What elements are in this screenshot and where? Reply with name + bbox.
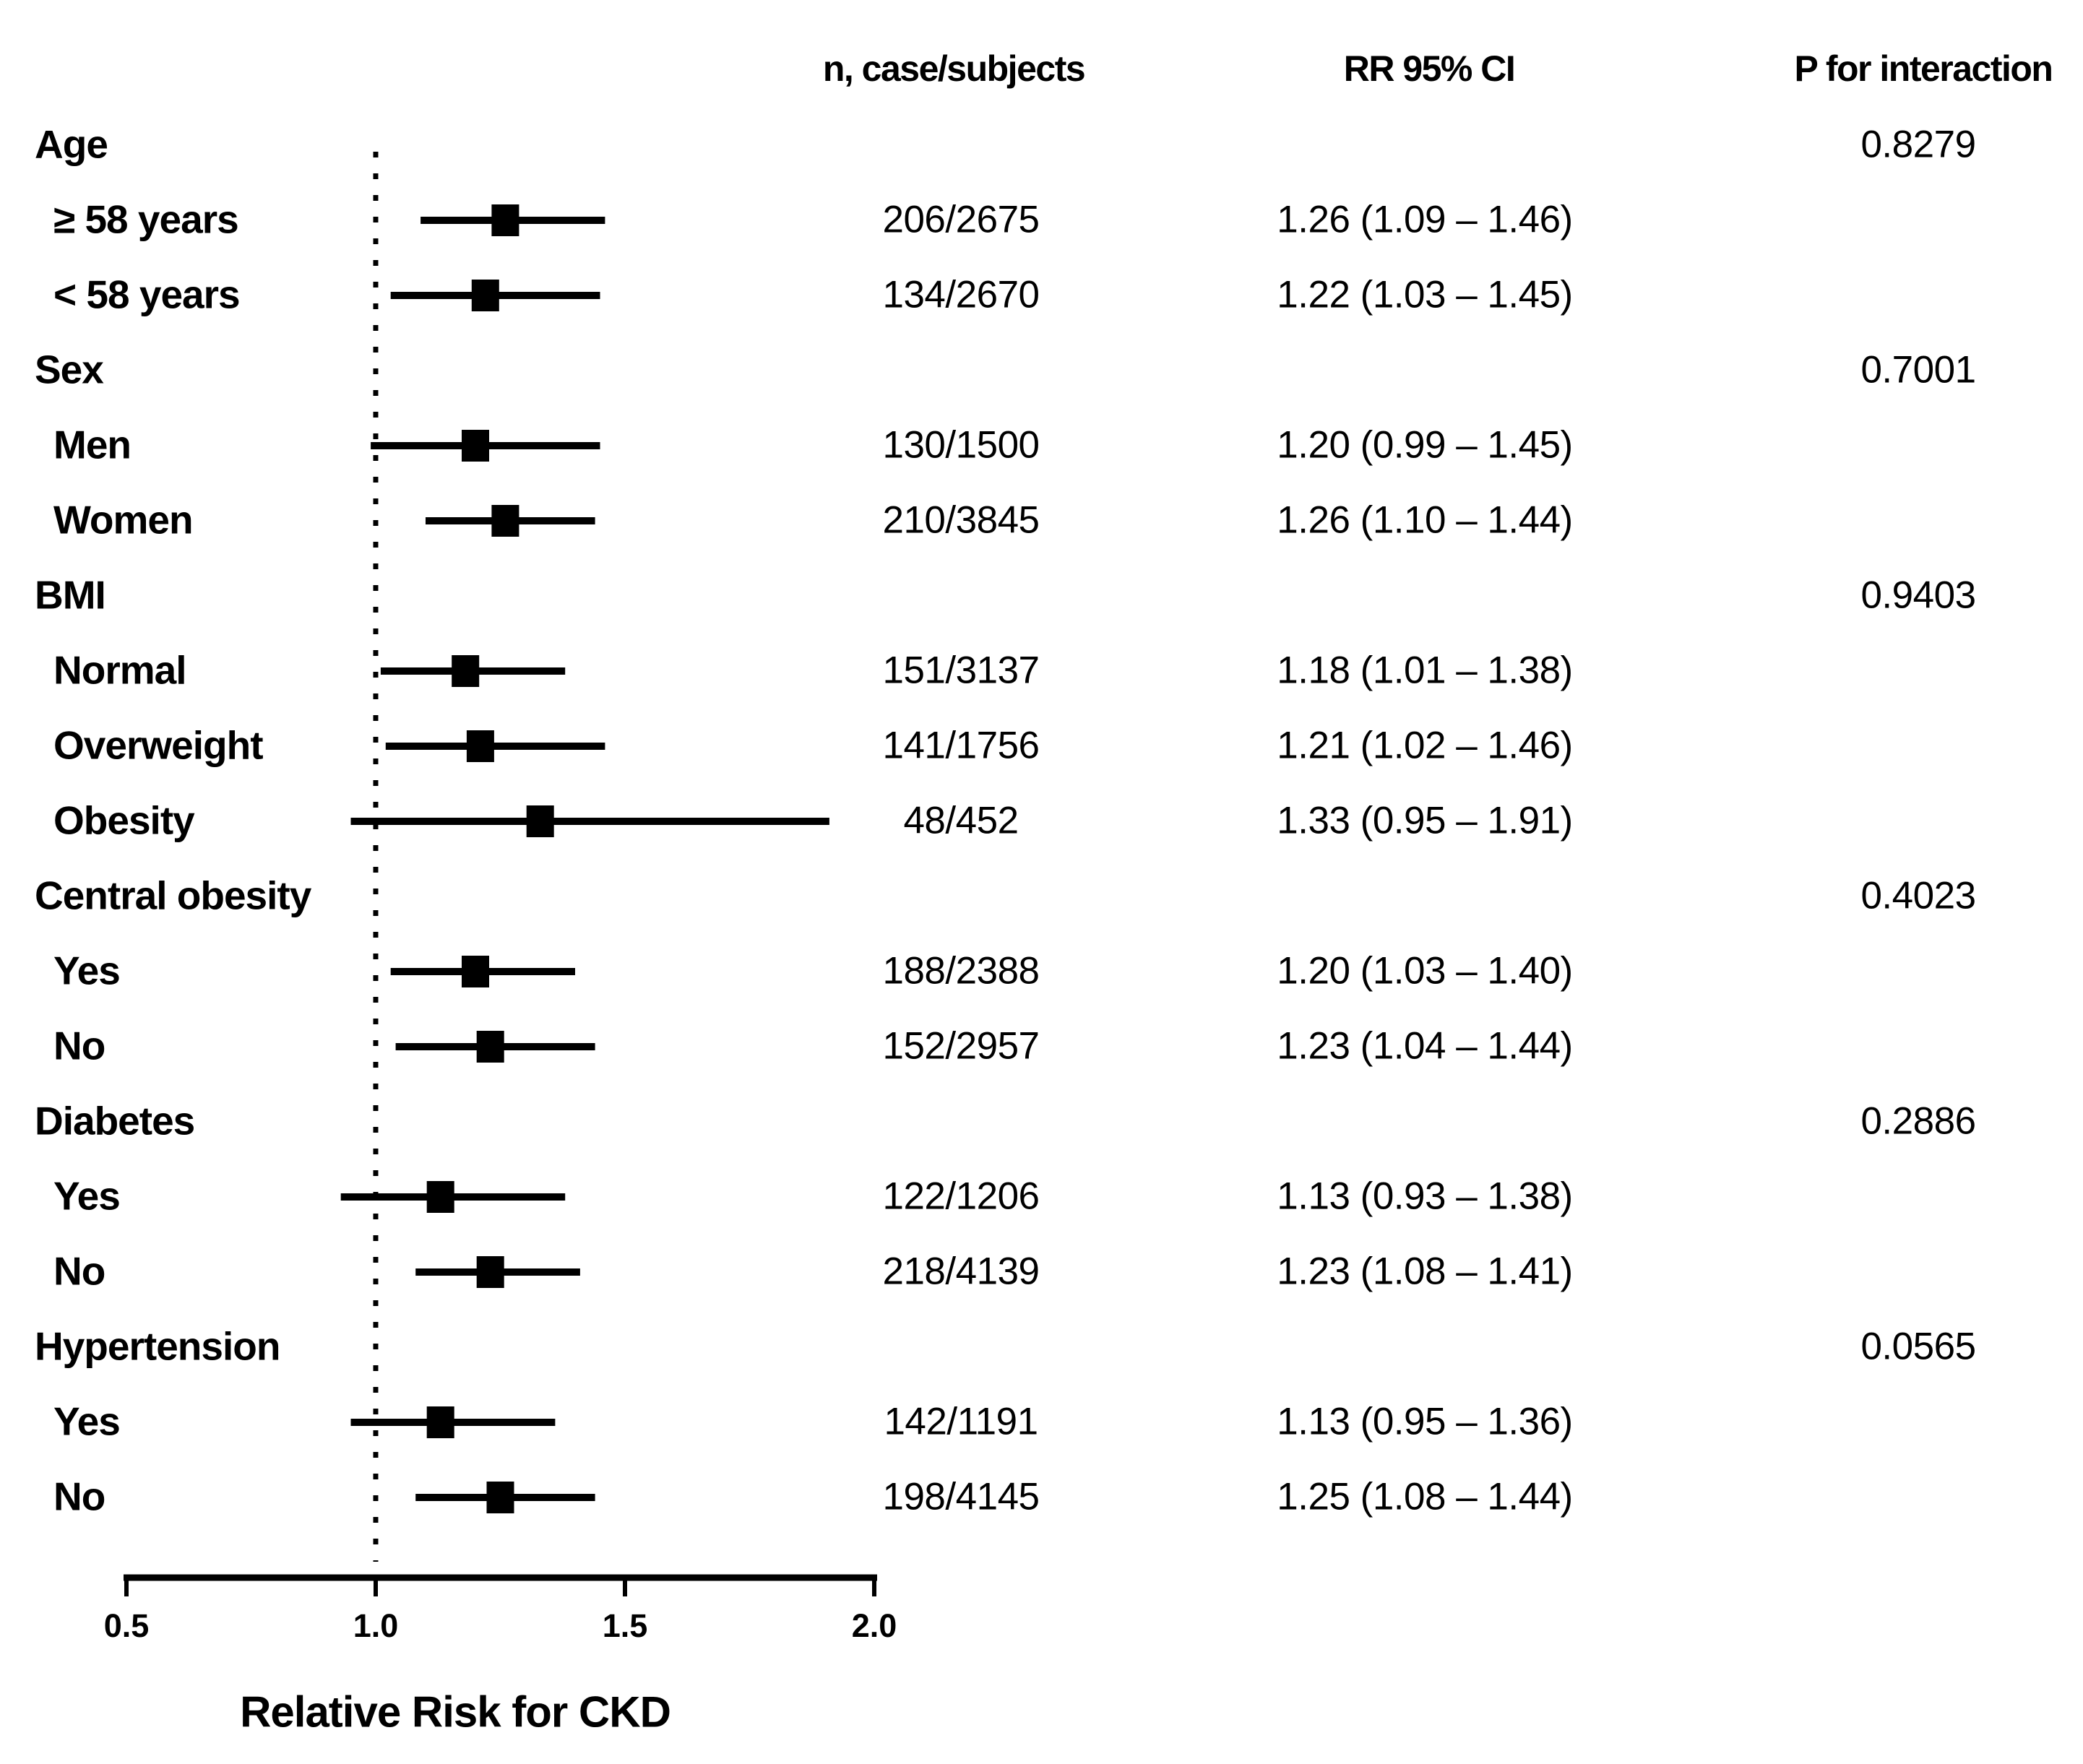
rr-point-marker <box>491 204 519 236</box>
x-axis-title: Relative Risk for CKD <box>240 1687 671 1737</box>
rr-point-marker <box>426 1406 454 1438</box>
rr-ci-value: 1.26 (1.09 – 1.46) <box>1277 198 1573 241</box>
n-case-subjects-value: 198/4145 <box>882 1475 1040 1518</box>
column-header-rr-95-ci: RR 95% CI <box>1343 48 1516 89</box>
subgroup-label: Yes <box>53 1173 121 1219</box>
x-axis-tick-label: 1.0 <box>353 1607 399 1644</box>
x-axis-tick-label: 2.0 <box>852 1607 897 1644</box>
x-axis-tick-label: 1.5 <box>603 1607 648 1644</box>
group-label: BMI <box>35 572 106 618</box>
p-interaction-value: 0.7001 <box>1860 348 1976 392</box>
subgroup-label: No <box>53 1248 105 1294</box>
group-label: Diabetes <box>35 1098 195 1143</box>
subgroup-label: Overweight <box>53 722 264 768</box>
n-case-subjects-value: 152/2957 <box>882 1024 1040 1068</box>
subgroup-label: Yes <box>53 1398 121 1444</box>
group-label: Age <box>35 121 108 167</box>
column-header-n-case-subjects: n, case/subjects <box>822 48 1086 89</box>
rr-point-marker <box>466 730 494 762</box>
rr-ci-value: 1.26 (1.10 – 1.44) <box>1277 498 1573 542</box>
subgroup-label: Men <box>53 422 131 467</box>
column-header-p-for-interaction: P for interaction <box>1794 48 2053 89</box>
n-case-subjects-value: 210/3845 <box>882 498 1040 542</box>
rr-ci-value: 1.23 (1.08 – 1.41) <box>1277 1250 1573 1293</box>
p-interaction-value: 0.8279 <box>1860 123 1976 166</box>
rr-ci-value: 1.25 (1.08 – 1.44) <box>1277 1475 1573 1518</box>
n-case-subjects-value: 122/1206 <box>882 1175 1040 1218</box>
group-label: Hypertension <box>35 1323 280 1369</box>
p-interaction-value: 0.0565 <box>1860 1325 1976 1368</box>
p-interaction-value: 0.2886 <box>1860 1099 1976 1143</box>
p-interaction-value: 0.4023 <box>1860 874 1976 917</box>
rr-point-marker <box>526 805 554 837</box>
rr-point-marker <box>471 280 499 311</box>
rr-ci-value: 1.22 (1.03 – 1.45) <box>1277 273 1573 316</box>
rr-ci-value: 1.20 (1.03 – 1.40) <box>1277 949 1573 993</box>
n-case-subjects-value: 130/1500 <box>882 423 1040 467</box>
rr-point-marker <box>486 1482 514 1513</box>
n-case-subjects-value: 141/1756 <box>882 724 1040 767</box>
x-axis-tick-label: 0.5 <box>104 1607 150 1644</box>
rr-point-marker <box>476 1256 504 1288</box>
rr-point-marker <box>462 956 489 987</box>
rr-point-marker <box>476 1031 504 1063</box>
rr-point-marker <box>426 1181 454 1213</box>
rr-ci-value: 1.18 (1.01 – 1.38) <box>1277 649 1573 692</box>
group-label: Central obesity <box>35 873 311 918</box>
p-interaction-value: 0.9403 <box>1860 574 1976 617</box>
rr-point-marker <box>462 430 489 462</box>
subgroup-label: Normal <box>53 647 186 693</box>
subgroup-label: No <box>53 1023 105 1068</box>
subgroup-label: No <box>53 1474 105 1519</box>
n-case-subjects-value: 134/2670 <box>882 273 1040 316</box>
rr-ci-value: 1.13 (0.95 – 1.36) <box>1277 1400 1573 1443</box>
subgroup-label: Obesity <box>53 797 195 843</box>
n-case-subjects-value: 188/2388 <box>882 949 1040 993</box>
n-case-subjects-value: 206/2675 <box>882 198 1040 241</box>
rr-ci-value: 1.33 (0.95 – 1.91) <box>1277 799 1573 842</box>
rr-ci-value: 1.13 (0.93 – 1.38) <box>1277 1175 1573 1218</box>
group-label: Sex <box>35 347 104 392</box>
n-case-subjects-value: 142/1191 <box>884 1400 1038 1443</box>
n-case-subjects-value: 151/3137 <box>882 649 1040 692</box>
subgroup-label: Women <box>53 497 194 542</box>
rr-point-marker <box>491 505 519 537</box>
subgroup-label: < 58 years <box>53 272 241 317</box>
n-case-subjects-value: 218/4139 <box>882 1250 1040 1293</box>
rr-ci-value: 1.23 (1.04 – 1.44) <box>1277 1024 1573 1068</box>
subgroup-label: Yes <box>53 948 121 993</box>
rr-ci-value: 1.20 (0.99 – 1.45) <box>1277 423 1573 467</box>
subgroup-label: ≥ 58 years <box>53 196 239 242</box>
rr-point-marker <box>452 655 480 687</box>
rr-ci-value: 1.21 (1.02 – 1.46) <box>1277 724 1573 767</box>
n-case-subjects-value: 48/452 <box>903 799 1019 842</box>
